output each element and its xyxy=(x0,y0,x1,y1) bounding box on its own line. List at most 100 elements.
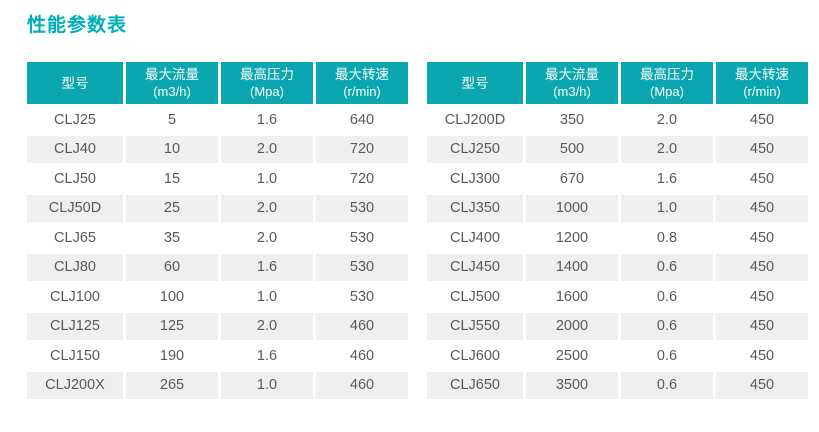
table-row: CLJ600 2500 0.6 450 xyxy=(427,342,808,370)
cell-model: CLJ650 xyxy=(427,371,523,399)
cell-speed: 530 xyxy=(316,194,408,222)
table-row: CLJ450 1400 0.6 450 xyxy=(427,253,808,281)
cell-model: CLJ400 xyxy=(427,224,523,252)
table-row: CLJ400 1200 0.8 450 xyxy=(427,224,808,252)
cell-flow: 350 xyxy=(526,106,618,134)
table-row: CLJ80 60 1.6 530 xyxy=(27,253,408,281)
cell-pressure: 2.0 xyxy=(221,312,313,340)
table-row: CLJ200D 350 2.0 450 xyxy=(427,106,808,134)
table-row: CLJ100 100 1.0 530 xyxy=(27,283,408,311)
cell-model: CLJ125 xyxy=(27,312,123,340)
table-row: CLJ65 35 2.0 530 xyxy=(27,224,408,252)
col-header-label: 最大转速 xyxy=(335,67,389,82)
cell-pressure: 0.8 xyxy=(621,224,713,252)
table-row: CLJ25 5 1.6 640 xyxy=(27,106,408,134)
table-row: CLJ50 15 1.0 720 xyxy=(27,165,408,193)
cell-flow: 125 xyxy=(126,312,218,340)
cell-model: CLJ50 xyxy=(27,165,123,193)
cell-pressure: 2.0 xyxy=(621,135,713,163)
cell-flow: 5 xyxy=(126,106,218,134)
cell-speed: 450 xyxy=(716,371,808,399)
cell-flow: 190 xyxy=(126,342,218,370)
cell-flow: 2000 xyxy=(526,312,618,340)
cell-pressure: 0.6 xyxy=(621,253,713,281)
cell-speed: 450 xyxy=(716,342,808,370)
cell-pressure: 1.6 xyxy=(221,106,313,134)
table-row: CLJ125 125 2.0 460 xyxy=(27,312,408,340)
cell-pressure: 0.6 xyxy=(621,371,713,399)
table-row: CLJ50D 25 2.0 530 xyxy=(27,194,408,222)
cell-model: CLJ200X xyxy=(27,371,123,399)
col-header-label: 型号 xyxy=(461,75,489,91)
table-row: CLJ650 3500 0.6 450 xyxy=(427,371,808,399)
cell-pressure: 0.6 xyxy=(621,312,713,340)
cell-pressure: 0.6 xyxy=(621,342,713,370)
cell-pressure: 0.6 xyxy=(621,283,713,311)
table-row: CLJ550 2000 0.6 450 xyxy=(427,312,808,340)
cell-flow: 670 xyxy=(526,165,618,193)
cell-speed: 530 xyxy=(316,283,408,311)
cell-flow: 265 xyxy=(126,371,218,399)
cell-model: CLJ80 xyxy=(27,253,123,281)
cell-pressure: 1.0 xyxy=(221,283,313,311)
cell-pressure: 2.0 xyxy=(221,194,313,222)
col-header-unit: (m3/h) xyxy=(153,84,191,99)
col-header-max-speed: 最大转速 (r/min) xyxy=(316,62,408,104)
header-row: 型号 最大流量 (m3/h) 最高压力 (Mpa) 最大转速 (r/min) xyxy=(427,62,808,104)
cell-speed: 450 xyxy=(716,106,808,134)
cell-speed: 720 xyxy=(316,165,408,193)
table-row: CLJ150 190 1.6 460 xyxy=(27,342,408,370)
tables-container: 型号 最大流量 (m3/h) 最高压力 (Mpa) 最大转速 (r/min) xyxy=(24,60,819,401)
cell-speed: 450 xyxy=(716,135,808,163)
cell-model: CLJ200D xyxy=(427,106,523,134)
cell-model: CLJ65 xyxy=(27,224,123,252)
col-header-label: 最大流量 xyxy=(145,67,199,82)
col-header-unit: (m3/h) xyxy=(553,84,591,99)
col-header-max-flow: 最大流量 (m3/h) xyxy=(126,62,218,104)
cell-flow: 1400 xyxy=(526,253,618,281)
cell-speed: 450 xyxy=(716,253,808,281)
cell-speed: 460 xyxy=(316,371,408,399)
col-header-label: 型号 xyxy=(61,75,89,91)
cell-model: CLJ150 xyxy=(27,342,123,370)
cell-pressure: 1.6 xyxy=(221,253,313,281)
cell-flow: 1600 xyxy=(526,283,618,311)
table-row: CLJ300 670 1.6 450 xyxy=(427,165,808,193)
cell-model: CLJ300 xyxy=(427,165,523,193)
col-header-label: 最高压力 xyxy=(640,67,694,82)
cell-speed: 450 xyxy=(716,312,808,340)
cell-speed: 450 xyxy=(716,283,808,311)
cell-flow: 3500 xyxy=(526,371,618,399)
cell-flow: 1000 xyxy=(526,194,618,222)
table-row: CLJ500 1600 0.6 450 xyxy=(427,283,808,311)
spec-table-right: 型号 最大流量 (m3/h) 最高压力 (Mpa) 最大转速 (r/min) xyxy=(424,60,811,401)
cell-speed: 450 xyxy=(716,165,808,193)
page-title: 性能参数表 xyxy=(27,15,128,36)
cell-flow: 35 xyxy=(126,224,218,252)
cell-model: CLJ600 xyxy=(427,342,523,370)
cell-speed: 530 xyxy=(316,253,408,281)
cell-pressure: 1.0 xyxy=(221,165,313,193)
table-row: CLJ250 500 2.0 450 xyxy=(427,135,808,163)
cell-pressure: 2.0 xyxy=(621,106,713,134)
col-header-max-flow: 最大流量 (m3/h) xyxy=(526,62,618,104)
col-header-label: 最大转速 xyxy=(735,67,789,82)
cell-model: CLJ550 xyxy=(427,312,523,340)
col-header-unit: (Mpa) xyxy=(250,84,284,99)
cell-flow: 60 xyxy=(126,253,218,281)
cell-model: CLJ250 xyxy=(427,135,523,163)
cell-speed: 450 xyxy=(716,224,808,252)
col-header-max-speed: 最大转速 (r/min) xyxy=(716,62,808,104)
col-header-unit: (r/min) xyxy=(343,84,381,99)
col-header-unit: (r/min) xyxy=(743,84,781,99)
col-header-max-pressure: 最高压力 (Mpa) xyxy=(221,62,313,104)
cell-flow: 100 xyxy=(126,283,218,311)
cell-speed: 640 xyxy=(316,106,408,134)
cell-pressure: 2.0 xyxy=(221,135,313,163)
cell-model: CLJ25 xyxy=(27,106,123,134)
cell-pressure: 2.0 xyxy=(221,224,313,252)
cell-model: CLJ450 xyxy=(427,253,523,281)
table-row: CLJ40 10 2.0 720 xyxy=(27,135,408,163)
cell-pressure: 1.0 xyxy=(621,194,713,222)
